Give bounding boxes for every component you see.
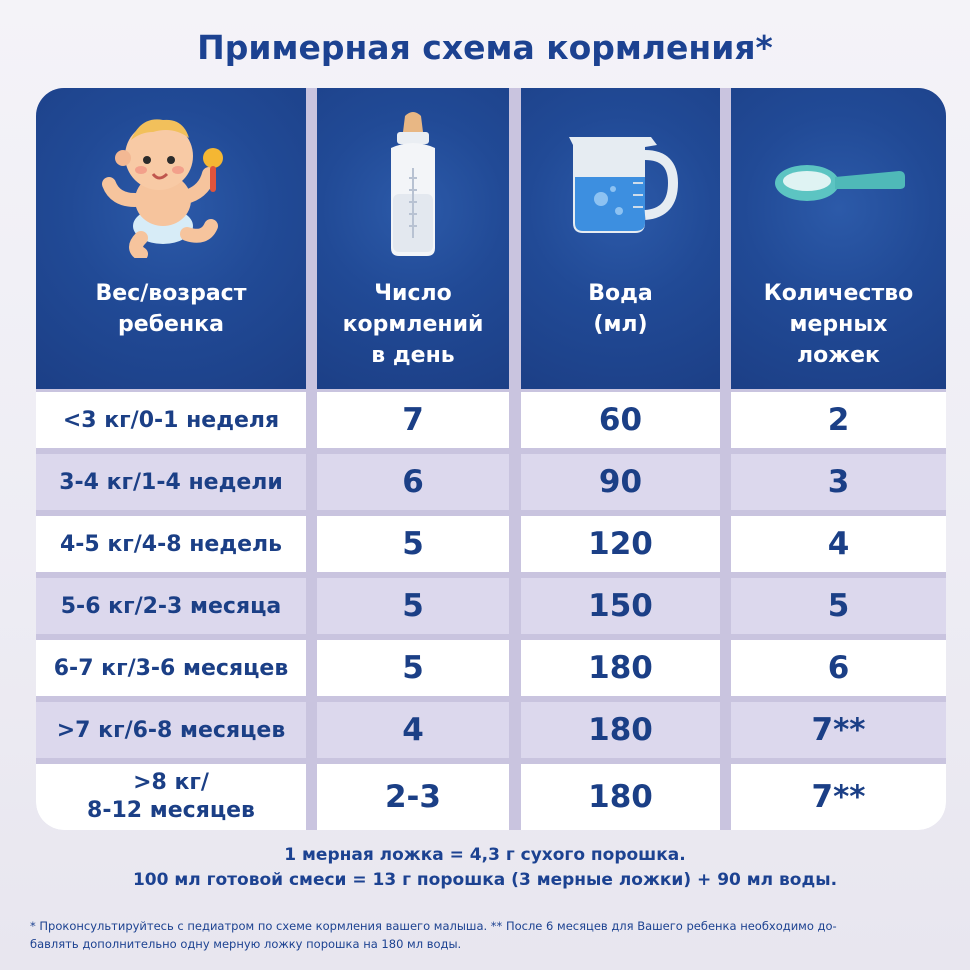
spoons-cell: 4 xyxy=(731,516,946,572)
spoons-cell: 3 xyxy=(731,454,946,510)
feedings-cell: 4 xyxy=(317,702,509,758)
spoon-note: 1 мерная ложка = 4,3 г сухого порошка. xyxy=(284,845,686,865)
water-cell: 180 xyxy=(521,640,720,696)
water-cell: 120 xyxy=(521,516,720,572)
age-cell: 6-7 кг/3-6 месяцев xyxy=(36,640,306,696)
footnote-line: бавлять дополнительно одну мерную ложку … xyxy=(30,937,462,951)
water-cell: 60 xyxy=(521,392,720,448)
water-cell: 180 xyxy=(521,702,720,758)
header-label: Число кормлений в день xyxy=(342,281,484,368)
spoons-cell: 7** xyxy=(731,702,946,758)
header-weight-age: Вес/возраст ребенка xyxy=(36,88,306,389)
table-row: >7 кг/6-8 месяцев 4 180 7** xyxy=(36,702,946,758)
table-row: >8 кг/ 8-12 месяцев 2-3 180 7** xyxy=(36,764,946,830)
water-cell: 90 xyxy=(521,454,720,510)
spoons-cell: 2 xyxy=(731,392,946,448)
feedings-cell: 6 xyxy=(317,454,509,510)
spoons-cell: 5 xyxy=(731,578,946,634)
table-row: 3-4 кг/1-4 недели 6 90 3 xyxy=(36,454,946,510)
feedings-cell: 5 xyxy=(317,516,509,572)
header-label: Вес/возраст ребенка xyxy=(95,281,247,337)
age-cell: 3-4 кг/1-4 недели xyxy=(36,454,306,510)
age-cell: >7 кг/6-8 месяцев xyxy=(36,702,306,758)
water-cell: 180 xyxy=(521,764,720,830)
header-water: Вода (мл) xyxy=(521,88,720,389)
feedings-cell: 2-3 xyxy=(317,764,509,830)
age-cell: 4-5 кг/4-8 недель xyxy=(36,516,306,572)
water-cell: 150 xyxy=(521,578,720,634)
feeding-table: Вес/возраст ребенка Число кормлений в де… xyxy=(36,88,946,830)
footnote-line: * Проконсультируйтесь с педиатром по схе… xyxy=(30,919,837,933)
spoons-cell: 7** xyxy=(731,764,946,830)
age-cell: <3 кг/0-1 неделя xyxy=(36,392,306,448)
header-label: Вода (мл) xyxy=(588,281,653,337)
header-spoons: Количество мерных ложек xyxy=(731,88,946,389)
feedings-cell: 5 xyxy=(317,640,509,696)
table-row: 5-6 кг/2-3 месяца 5 150 5 xyxy=(36,578,946,634)
age-cell: 5-6 кг/2-3 месяца xyxy=(36,578,306,634)
table-row: <3 кг/0-1 неделя 7 60 2 xyxy=(36,392,946,448)
water-jug-icon xyxy=(521,108,720,258)
header-feedings: Число кормлений в день xyxy=(317,88,509,389)
age-cell: >8 кг/ 8-12 месяцев xyxy=(36,764,306,830)
measuring-spoon-icon xyxy=(731,108,946,258)
header-label: Количество мерных ложек xyxy=(763,281,914,368)
baby-icon xyxy=(36,108,306,258)
baby-bottle-icon xyxy=(317,108,509,258)
page-title: Примерная схема кормления* xyxy=(197,28,773,67)
table-row: 6-7 кг/3-6 месяцев 5 180 6 xyxy=(36,640,946,696)
feedings-cell: 7 xyxy=(317,392,509,448)
mixture-note: 100 мл готовой смеси = 13 г порошка (3 м… xyxy=(132,870,838,890)
spoons-cell: 6 xyxy=(731,640,946,696)
table-row: 4-5 кг/4-8 недель 5 120 4 xyxy=(36,516,946,572)
feedings-cell: 5 xyxy=(317,578,509,634)
